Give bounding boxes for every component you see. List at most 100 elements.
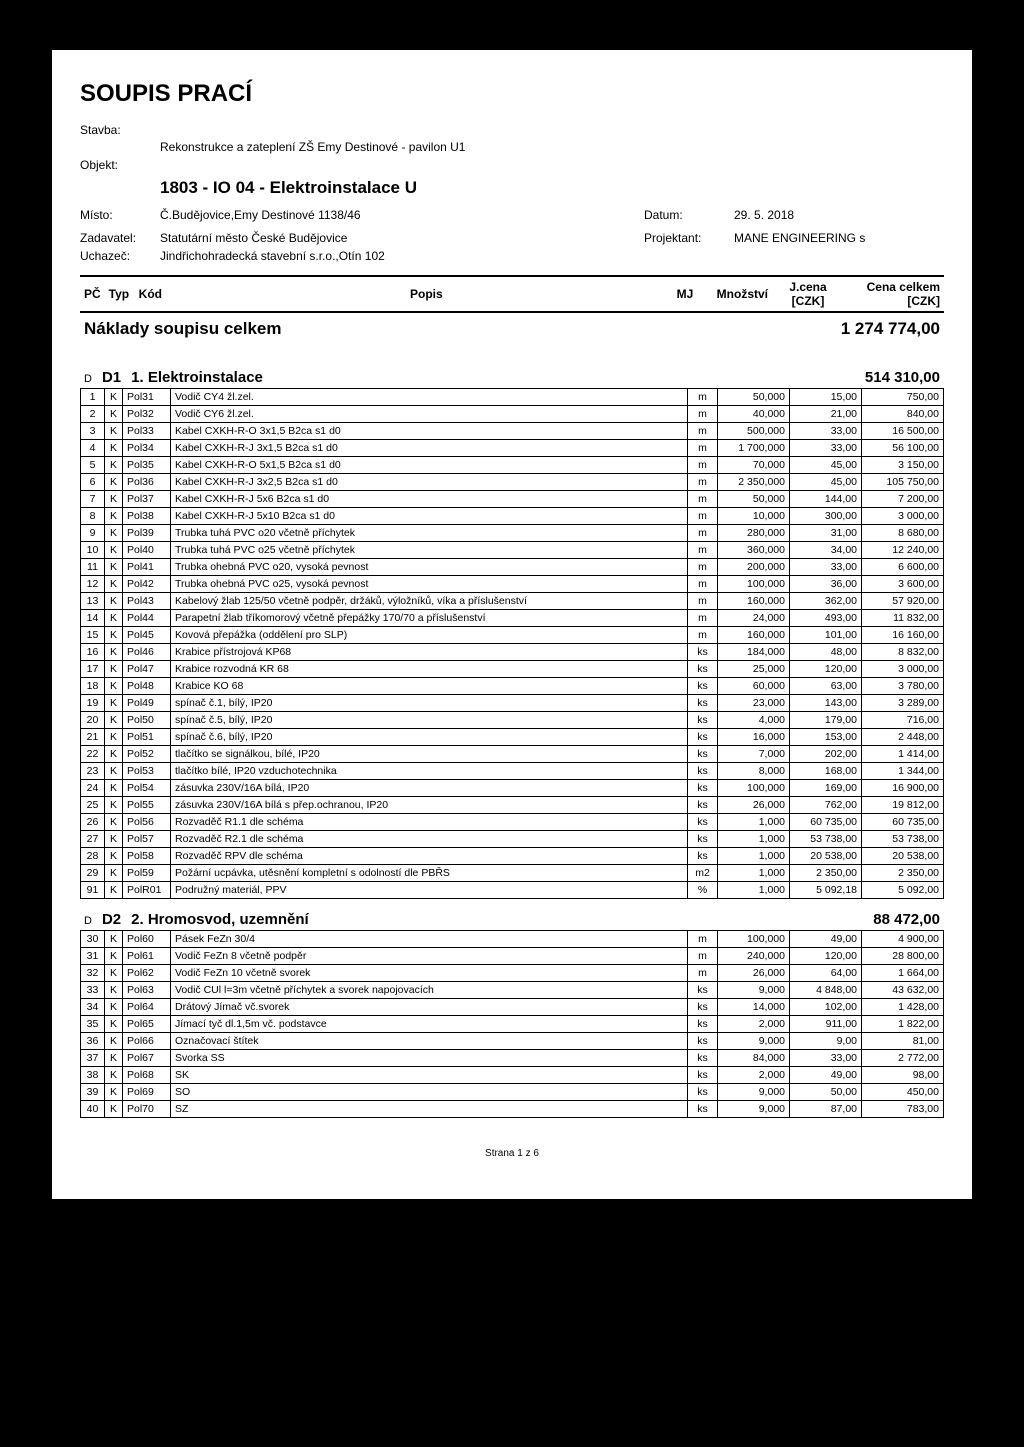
cell-popis: Krabice KO 68	[171, 677, 688, 694]
cell-typ: K	[105, 626, 123, 643]
section-head: DD11. Elektroinstalace514 310,00	[80, 365, 944, 388]
table-row: 1KPol31Vodič CY4 žl.zel.m50,00015,00750,…	[81, 388, 944, 405]
cell-pc: 7	[81, 490, 105, 507]
cell-popis: Kabel CXKH-R-O 5x1,5 B2ca s1 d0	[171, 456, 688, 473]
table-row: 33KPol63Vodič CUl l=3m včetně příchytek …	[81, 981, 944, 998]
cell-jcena: 762,00	[790, 796, 862, 813]
cell-mnozstvi: 16,000	[718, 728, 790, 745]
cell-kod: Pol47	[123, 660, 171, 677]
cell-jcena: 33,00	[790, 422, 862, 439]
cell-cena: 16 160,00	[862, 626, 944, 643]
cell-mj: m2	[688, 864, 718, 881]
cell-typ: K	[105, 1083, 123, 1100]
cell-jcena: 120,00	[790, 660, 862, 677]
cell-pc: 40	[81, 1100, 105, 1117]
cell-jcena: 5 092,18	[790, 881, 862, 898]
cell-typ: K	[105, 1100, 123, 1117]
cell-mnozstvi: 1 700,000	[718, 439, 790, 456]
table-row: 16KPol46Krabice přístrojová KP68ks184,00…	[81, 643, 944, 660]
cell-pc: 17	[81, 660, 105, 677]
cell-mnozstvi: 23,000	[718, 694, 790, 711]
projektant-label: Projektant:	[644, 230, 734, 247]
cell-mnozstvi: 1,000	[718, 813, 790, 830]
cell-cena: 6 600,00	[862, 558, 944, 575]
cell-pc: 91	[81, 881, 105, 898]
cell-typ: K	[105, 813, 123, 830]
cell-mj: m	[688, 422, 718, 439]
cell-kod: Pol60	[123, 930, 171, 947]
cell-jcena: 102,00	[790, 998, 862, 1015]
cell-cena: 3 000,00	[862, 507, 944, 524]
cell-mnozstvi: 14,000	[718, 998, 790, 1015]
cell-kod: Pol61	[123, 947, 171, 964]
cell-kod: Pol34	[123, 439, 171, 456]
zadavatel-value: Statutární město České Budějovice	[160, 231, 347, 245]
cell-kod: Pol50	[123, 711, 171, 728]
cell-kod: Pol51	[123, 728, 171, 745]
cell-kod: Pol54	[123, 779, 171, 796]
cell-cena: 450,00	[862, 1083, 944, 1100]
cell-jcena: 101,00	[790, 626, 862, 643]
cell-pc: 34	[81, 998, 105, 1015]
table-row: 19KPol49spínač č.1, bílý, IP20ks23,00014…	[81, 694, 944, 711]
cell-pc: 24	[81, 779, 105, 796]
cell-pc: 12	[81, 575, 105, 592]
cell-typ: K	[105, 575, 123, 592]
cell-typ: K	[105, 1032, 123, 1049]
cell-popis: Vodič CY6 žl.zel.	[171, 405, 688, 422]
cell-pc: 32	[81, 964, 105, 981]
cell-mnozstvi: 25,000	[718, 660, 790, 677]
cell-pc: 23	[81, 762, 105, 779]
cell-jcena: 179,00	[790, 711, 862, 728]
cell-mj: ks	[688, 677, 718, 694]
cell-pc: 11	[81, 558, 105, 575]
table-row: 14KPol44Parapetní žlab tříkomorový včetn…	[81, 609, 944, 626]
cell-typ: K	[105, 930, 123, 947]
projektant-value: MANE ENGINEERING s	[734, 231, 865, 245]
cell-kod: Pol38	[123, 507, 171, 524]
section-code: D1	[102, 369, 121, 386]
cell-mnozstvi: 2 350,000	[718, 473, 790, 490]
cell-jcena: 36,00	[790, 575, 862, 592]
cell-mnozstvi: 9,000	[718, 1083, 790, 1100]
table-row: 23KPol53tlačítko bílé, IP20 vzduchotechn…	[81, 762, 944, 779]
cell-kod: Pol46	[123, 643, 171, 660]
stavba-value: Rekonstrukce a zateplení ZŠ Emy Destinov…	[80, 139, 944, 156]
cell-kod: Pol66	[123, 1032, 171, 1049]
cell-jcena: 45,00	[790, 473, 862, 490]
data-table: 30KPol60Pásek FeZn 30/4m100,00049,004 90…	[80, 930, 944, 1118]
cell-jcena: 49,00	[790, 1066, 862, 1083]
cell-popis: SK	[171, 1066, 688, 1083]
cell-jcena: 143,00	[790, 694, 862, 711]
cell-mnozstvi: 7,000	[718, 745, 790, 762]
cell-pc: 14	[81, 609, 105, 626]
cell-mnozstvi: 9,000	[718, 981, 790, 998]
cell-mnozstvi: 1,000	[718, 864, 790, 881]
cell-mj: ks	[688, 711, 718, 728]
cell-mnozstvi: 2,000	[718, 1066, 790, 1083]
cell-mj: ks	[688, 1100, 718, 1117]
cell-popis: spínač č.5, bílý, IP20	[171, 711, 688, 728]
table-row: 9KPol39Trubka tuhá PVC o20 včetně příchy…	[81, 524, 944, 541]
cell-jcena: 493,00	[790, 609, 862, 626]
table-row: 17KPol47Krabice rozvodná KR 68ks25,00012…	[81, 660, 944, 677]
cell-typ: K	[105, 745, 123, 762]
cell-pc: 6	[81, 473, 105, 490]
cell-jcena: 64,00	[790, 964, 862, 981]
datum-label: Datum:	[644, 207, 734, 224]
table-row: 32KPol62Vodič FeZn 10 včetně svorekm26,0…	[81, 964, 944, 981]
cell-kod: Pol33	[123, 422, 171, 439]
cell-popis: Svorka SS	[171, 1049, 688, 1066]
cell-mnozstvi: 50,000	[718, 388, 790, 405]
section-total: 514 310,00	[865, 369, 940, 386]
cell-jcena: 63,00	[790, 677, 862, 694]
cell-popis: Podružný materiál, PPV	[171, 881, 688, 898]
cell-typ: K	[105, 881, 123, 898]
cell-cena: 783,00	[862, 1100, 944, 1117]
cell-kod: Pol69	[123, 1083, 171, 1100]
cell-mnozstvi: 360,000	[718, 541, 790, 558]
cell-kod: Pol56	[123, 813, 171, 830]
cell-jcena: 911,00	[790, 1015, 862, 1032]
datum-value: 29. 5. 2018	[734, 208, 794, 222]
cell-popis: Vodič CUl l=3m včetně příchytek a svorek…	[171, 981, 688, 998]
